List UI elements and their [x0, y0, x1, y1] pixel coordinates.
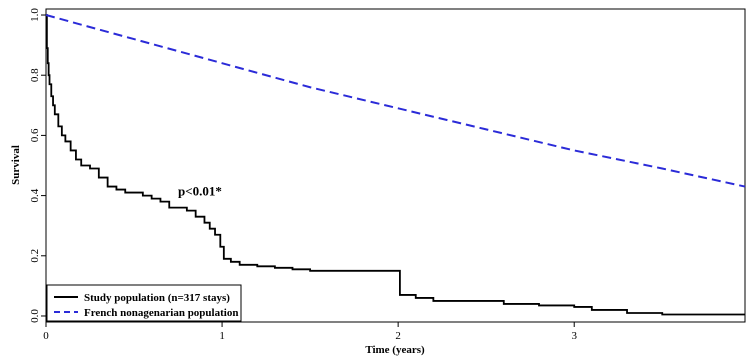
- y-axis-title: Survival: [10, 145, 22, 185]
- legend-box: [46, 284, 242, 322]
- x-tick-label-0: 0: [43, 330, 49, 342]
- y-tick-label-4: 0.8: [29, 68, 41, 82]
- plot-frame: [45, 8, 746, 323]
- series-line-french-nonagenarian: [45, 14, 746, 188]
- annotation-layer: p<0.01*: [178, 184, 222, 199]
- x-axis: 0 1 2 3: [43, 322, 577, 342]
- x-tick-label-3: 3: [571, 330, 577, 342]
- x-axis-title: Time (years): [365, 344, 425, 356]
- legend: Study population (n=317 stays) French no…: [46, 284, 242, 322]
- y-axis: 0.0 0.2 0.4 0.6 0.8 1.0: [29, 8, 46, 323]
- series-line-study-population: [45, 14, 745, 316]
- p-value-annotation: p<0.01*: [178, 184, 222, 199]
- legend-label-french: French nonagenarian population: [84, 307, 238, 319]
- x-tick-label-2: 2: [395, 330, 401, 342]
- y-tick-label-0: 0.0: [29, 309, 41, 323]
- x-tick-label-1: 1: [219, 330, 225, 342]
- y-tick-label-5: 1.0: [29, 8, 41, 22]
- y-tick-label-1: 0.2: [29, 249, 41, 263]
- series-layer: [45, 14, 746, 316]
- legend-label-study: Study population (n=317 stays): [84, 292, 230, 304]
- y-tick-label-3: 0.6: [29, 128, 41, 142]
- y-tick-label-2: 0.4: [29, 188, 41, 202]
